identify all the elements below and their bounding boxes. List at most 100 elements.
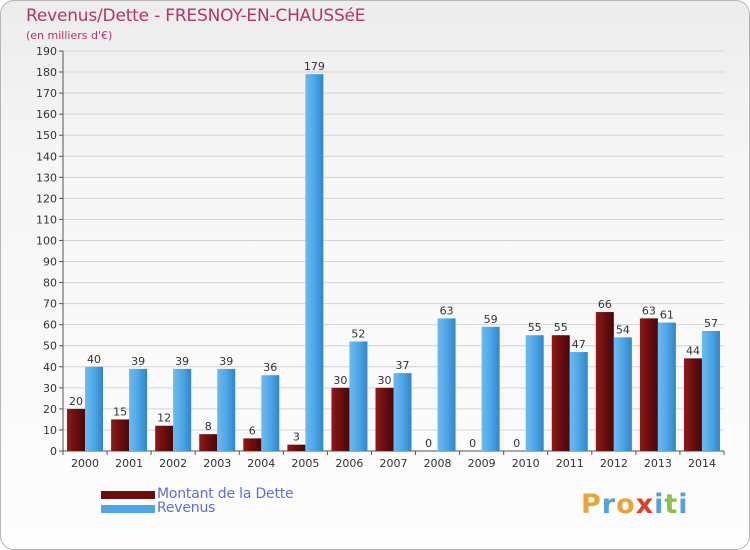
y-tick-label: 120 [36,192,57,205]
y-tick-label: 150 [36,129,57,142]
bar-revenus-2010 [525,335,544,451]
x-tick-label: 2007 [380,457,408,470]
bar-dette-2003 [199,434,218,451]
y-tick-label: 20 [43,403,57,416]
data-label-revenus-2013: 61 [660,309,674,322]
bar-revenus-2011 [569,352,588,451]
y-tick-label: 30 [43,382,57,395]
legend-label-dette: Montant de la Dette [157,486,294,502]
chart-subtitle: (en milliers d'€) [26,29,113,42]
data-label-dette-2007: 30 [378,374,392,387]
x-tick-label: 2012 [600,457,628,470]
y-tick-label: 10 [43,424,57,437]
data-label-dette-2006: 30 [333,374,347,387]
data-label-dette-2004: 6 [249,424,256,437]
y-tick-label: 40 [43,361,57,374]
bar-revenus-2003 [217,368,236,451]
data-label-revenus-2011: 47 [572,338,586,351]
logo-letter: x [635,489,655,520]
bar-dette-2011 [551,335,570,451]
bar-dette-2014 [683,358,702,451]
y-tick-label: 50 [43,340,57,353]
bar-revenus-2013 [657,322,676,451]
y-tick-label: 160 [36,108,57,121]
data-label-revenus-2006: 52 [351,328,365,341]
axes: 0102030405060708090100110120130140150160… [36,45,725,470]
legend-swatch-dette [101,491,155,499]
data-label-dette-2011: 55 [554,321,568,334]
bar-revenus-2004 [261,375,280,451]
data-label-revenus-2003: 39 [219,355,233,368]
x-tick-label: 2005 [291,457,319,470]
bar-dette-2000 [67,408,86,451]
y-tick-label: 190 [36,45,57,58]
bar-dette-2002 [155,425,174,451]
y-tick-label: 130 [36,171,57,184]
x-tick-label: 2000 [71,457,99,470]
bar-revenus-2001 [129,368,148,451]
x-tick-label: 2014 [688,457,716,470]
x-tick-label: 2010 [512,457,540,470]
data-label-revenus-2005: 179 [304,60,325,73]
y-tick-label: 140 [36,150,57,163]
data-label-dette-2003: 8 [205,420,212,433]
bar-revenus-2012 [613,337,632,451]
bar-revenus-2002 [173,368,192,451]
y-tick-label: 100 [36,234,57,247]
data-label-dette-2013: 63 [642,304,656,317]
bar-revenus-2000 [85,366,104,451]
data-label-revenus-2002: 39 [175,355,189,368]
data-label-dette-2014: 44 [686,344,700,357]
x-tick-label: 2001 [115,457,143,470]
data-label-revenus-2008: 63 [440,304,454,317]
logo-letter: t [664,489,679,520]
legend-label-revenus: Revenus [157,500,216,516]
data-label-revenus-2012: 54 [616,323,630,336]
bar-dette-2004 [243,438,262,451]
bar-revenus-2014 [701,331,720,451]
logo-letter: P [581,489,602,520]
bar-dette-2007 [375,387,394,451]
y-tick-label: 180 [36,66,57,79]
data-label-revenus-2007: 37 [396,359,410,372]
logo-letter: o [616,489,636,520]
bar-revenus-2006 [349,341,368,451]
logo-letter: i [678,489,689,520]
y-tick-label: 60 [43,319,57,332]
data-label-revenus-2000: 40 [87,353,101,366]
data-label-dette-2012: 66 [598,298,612,311]
bar-dette-2006 [331,387,350,451]
x-tick-label: 2002 [159,457,187,470]
logo-letter: i [654,489,665,520]
bar-revenus-2007 [393,373,412,451]
data-label-dette-2010: 0 [513,437,520,450]
data-label-dette-2002: 12 [157,412,171,425]
x-tick-label: 2003 [203,457,231,470]
x-tick-label: 2013 [644,457,672,470]
bar-revenus-2005 [305,74,324,451]
data-label-dette-2000: 20 [69,395,83,408]
chart-title: Revenus/Dette - FRESNOY-EN-CHAUSSéE [26,6,366,26]
y-tick-label: 90 [43,256,57,269]
bars [67,74,720,451]
y-tick-label: 110 [36,213,57,226]
x-tick-label: 2006 [335,457,363,470]
data-label-revenus-2010: 55 [528,321,542,334]
x-tick-label: 2011 [556,457,584,470]
data-label-revenus-2004: 36 [263,361,277,374]
data-label-revenus-2014: 57 [704,317,718,330]
y-tick-label: 80 [43,277,57,290]
data-label-dette-2008: 0 [425,437,432,450]
legend-swatch-revenus [101,505,155,513]
bar-dette-2005 [287,444,306,451]
x-tick-label: 2004 [247,457,275,470]
x-tick-label: 2009 [468,457,496,470]
bar-dette-2012 [595,312,614,451]
bar-revenus-2008 [437,318,456,451]
logo-letter: r [601,489,617,520]
y-tick-label: 70 [43,298,57,311]
data-label-dette-2005: 3 [293,431,300,444]
